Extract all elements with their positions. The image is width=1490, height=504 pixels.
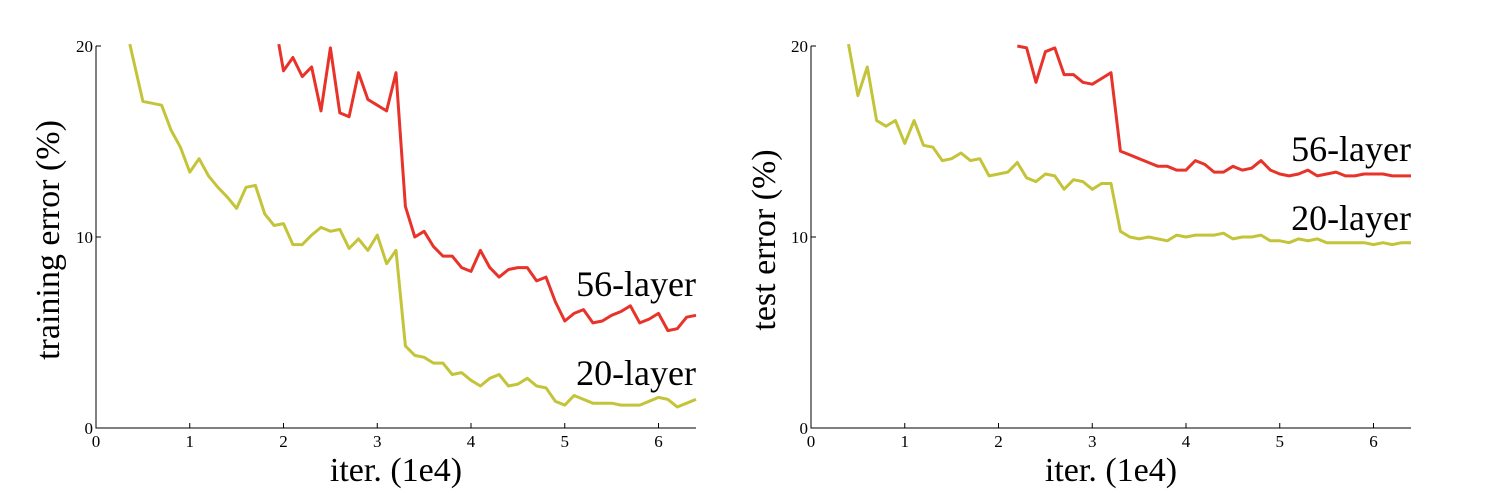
y-tick-label: 20 <box>791 37 808 56</box>
x-tick-label: 2 <box>994 432 1003 451</box>
series-label-56-layer: 56-layer <box>1291 129 1411 169</box>
y-tick-label: 20 <box>76 37 93 56</box>
y-tick-label: 0 <box>85 419 94 438</box>
series-label-56-layer: 56-layer <box>576 264 696 304</box>
x-tick-label: 4 <box>1182 432 1191 451</box>
y-tick-label: 10 <box>791 228 808 247</box>
series-label-20-layer: 20-layer <box>576 353 696 393</box>
x-tick-label: 5 <box>561 432 570 451</box>
x-axis-ticks: 0 1 2 3 4 5 6 <box>807 423 1378 451</box>
y-tick-label: 10 <box>76 228 93 247</box>
x-tick-label: 4 <box>467 432 476 451</box>
y-axis-ticks: 0 10 20 <box>76 37 101 438</box>
x-tick-label: 1 <box>186 432 195 451</box>
series-lines <box>847 43 1411 247</box>
x-tick-label: 6 <box>654 432 663 451</box>
y-axis-label: training error (%) <box>30 120 67 360</box>
series-line-56-layer <box>1016 44 1411 178</box>
y-tick-label: 0 <box>800 419 809 438</box>
y-axis-ticks: 0 10 20 <box>791 37 816 438</box>
x-tick-label: 6 <box>1369 432 1378 451</box>
x-tick-label: 3 <box>1088 432 1097 451</box>
training-error-chart: 0 1 2 3 4 5 6 0 10 20 iter. (1e4) training error… <box>30 37 697 489</box>
test-error-chart: 0 1 2 3 4 5 6 0 10 20 iter. (1e4) test error (%)… <box>746 37 1411 489</box>
x-axis-label: iter. (1e4) <box>330 452 462 489</box>
series-line-20-layer <box>128 43 697 409</box>
x-tick-label: 2 <box>279 432 288 451</box>
x-tick-label: 0 <box>92 432 101 451</box>
x-axis-ticks: 0 1 2 3 4 5 6 <box>92 423 663 451</box>
series-line-20-layer <box>847 43 1411 247</box>
y-axis-label: test error (%) <box>746 149 783 330</box>
x-tick-label: 0 <box>807 432 816 451</box>
series-label-20-layer: 20-layer <box>1291 198 1411 238</box>
series-line-56-layer <box>277 43 697 333</box>
x-axis-label: iter. (1e4) <box>1045 452 1177 489</box>
x-tick-label: 3 <box>373 432 382 451</box>
x-tick-label: 5 <box>1276 432 1285 451</box>
x-tick-label: 1 <box>901 432 910 451</box>
series-lines <box>128 43 697 409</box>
